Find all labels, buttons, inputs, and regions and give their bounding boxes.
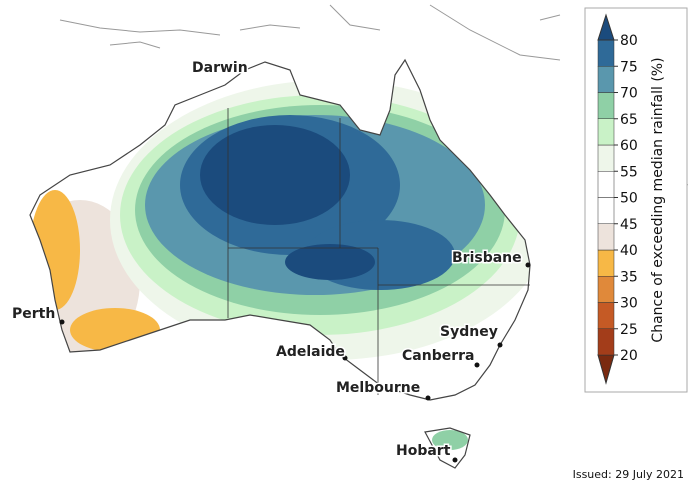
colorbar-tick-label: 50: [620, 191, 638, 207]
colorbar-band: [597, 118, 615, 146]
forecast-field: [30, 80, 530, 450]
colorbar-tick-label: 55: [620, 164, 638, 180]
city-label: Melbourne: [336, 380, 420, 396]
city-label: Canberra: [402, 348, 474, 364]
colorbar-band: [597, 276, 615, 303]
colorbar-tick-label: 70: [620, 86, 638, 102]
colorbar-label: Chance of exceeding median rainfall (%): [650, 57, 666, 342]
colorbar-tick-label: 80: [620, 33, 638, 49]
colorbar-band: [597, 249, 615, 277]
city-label: Brisbane: [452, 250, 522, 266]
city-markers: [59, 65, 531, 463]
city-label: Hobart: [396, 443, 451, 459]
colorbar-band: [597, 302, 615, 329]
city-label: Perth: [12, 306, 55, 322]
colorbar-band: [597, 223, 615, 251]
colorbar-tick-label: 20: [620, 348, 638, 364]
colorbar-band: [597, 144, 615, 172]
colorbar-tick-label: 60: [620, 138, 638, 154]
colorbar: 20 25 30 35 40 45 50 55 60 65 70 75 80: [597, 13, 638, 385]
colorbar-tick-label: 35: [620, 269, 638, 285]
state-borders: [227, 108, 530, 395]
colorbar-band: [597, 197, 615, 224]
colorbar-tick-label: 30: [620, 296, 638, 312]
colorbar-tick-label: 75: [620, 59, 638, 75]
issued-date: Issued: 29 July 2021: [573, 468, 684, 481]
colorbar-tick-label: 65: [620, 112, 638, 128]
colorbar-tick-label: 45: [620, 217, 638, 233]
colorbar-band: [597, 92, 615, 119]
colorbar-tick-label: 25: [620, 322, 638, 338]
city-labels: Darwin Brisbane Perth Sydney Adelaide Canberr…: [11, 59, 524, 461]
colorbar-band: [597, 66, 615, 93]
colorbar-tick-label: 40: [620, 243, 638, 259]
city-label: Adelaide: [276, 344, 345, 360]
colorbar-band: [597, 171, 615, 198]
coastline: [29, 58, 531, 469]
colorbar-band: [597, 328, 615, 356]
colorbar-band: [597, 39, 615, 67]
colorbar-high-end: [597, 13, 615, 41]
city-label: Darwin: [192, 60, 248, 76]
city-label: Sydney: [440, 324, 498, 340]
